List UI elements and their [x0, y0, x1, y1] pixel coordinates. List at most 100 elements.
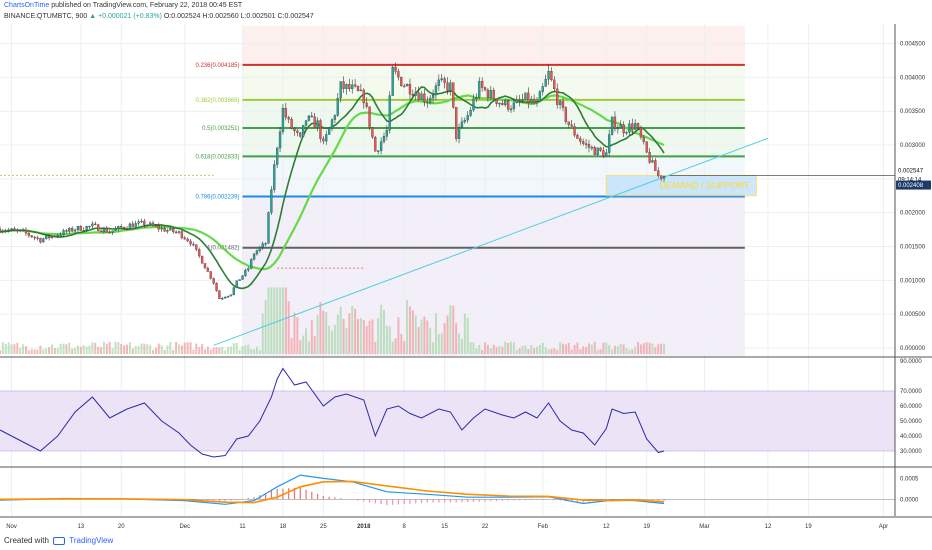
- volume-bar: [573, 344, 576, 354]
- volume-bar: [189, 342, 192, 354]
- volume-bar: [385, 325, 388, 354]
- volume-bar: [322, 310, 325, 354]
- volume-bar: [10, 344, 13, 354]
- candle-body: [261, 243, 264, 248]
- price-tick-label: 0.004500: [900, 42, 926, 48]
- candle-body: [486, 89, 490, 98]
- volume-bar: [79, 346, 82, 354]
- volume-bar: [423, 316, 426, 354]
- volume-bar: [232, 343, 235, 354]
- volume-bar: [313, 336, 316, 354]
- volume-bar: [619, 343, 622, 354]
- rising-trendline: [213, 137, 769, 346]
- candle-body: [0, 228, 2, 233]
- candle-body: [183, 237, 186, 240]
- volume-bar: [613, 345, 616, 354]
- volume-bar: [657, 344, 660, 354]
- candle-body: [515, 99, 518, 103]
- rsi-tick-label: 50.0000: [900, 419, 922, 425]
- price-tick-label: 0.000500: [900, 312, 926, 318]
- volume-bar: [221, 346, 224, 354]
- volume-bar: [105, 343, 108, 354]
- volume-bar: [518, 347, 521, 354]
- candle-body: [437, 79, 440, 86]
- ohlc-values: O:0.002524 H:0.002560 L:0.002501 C:0.002…: [163, 13, 314, 20]
- volume-bar: [463, 313, 466, 354]
- volume-bar: [24, 346, 27, 354]
- volume-bar: [351, 305, 354, 354]
- volume-bar: [114, 341, 117, 354]
- fib-zone: [242, 128, 745, 157]
- candle-body: [27, 232, 31, 236]
- candle-body: [215, 283, 218, 291]
- price-tick-label: 0.001500: [900, 245, 926, 251]
- candle-body: [97, 224, 100, 232]
- candle-body: [19, 229, 22, 232]
- candle-body: [411, 94, 415, 96]
- volume-bar: [97, 346, 100, 354]
- candle-body: [177, 231, 181, 233]
- candle-body: [273, 164, 276, 190]
- candle-body: [287, 117, 290, 120]
- volume-bar: [163, 350, 166, 354]
- candle-body: [91, 223, 94, 227]
- volume-bar: [201, 344, 204, 354]
- countdown-tag-bg: [896, 175, 931, 185]
- candle-body: [596, 147, 599, 156]
- volume-bar: [74, 347, 77, 354]
- volume-bar: [218, 347, 221, 354]
- candle-body: [532, 99, 536, 104]
- volume-bar: [62, 343, 65, 354]
- volume-bar: [293, 312, 296, 354]
- author-link[interactable]: ChartsOnTime: [4, 2, 50, 9]
- candle-body: [114, 228, 117, 231]
- volume-bar: [85, 346, 88, 354]
- volume-bar: [585, 347, 588, 354]
- candle-body: [255, 250, 259, 255]
- candle-body: [151, 222, 155, 226]
- volume-bar: [437, 333, 440, 354]
- volume-bar: [45, 348, 48, 354]
- volume-bar: [100, 347, 103, 354]
- volume-bar: [521, 345, 524, 354]
- tradingview-link[interactable]: TradingView: [69, 536, 114, 545]
- macd-panel: [0, 474, 895, 506]
- volume-bar: [481, 349, 484, 354]
- candle-body: [200, 255, 204, 264]
- candle-body: [122, 227, 126, 229]
- candle-body: [512, 102, 516, 110]
- candle-body: [506, 99, 510, 110]
- volume-layer: [0, 287, 666, 354]
- volume-bar: [68, 342, 71, 354]
- candle-body: [258, 247, 261, 251]
- price-tick-label: 0.004000: [900, 75, 926, 81]
- tradingview-logo-icon: [53, 536, 66, 545]
- candle-body: [62, 230, 65, 236]
- volume-bar: [4, 343, 7, 354]
- volume-bar: [209, 349, 212, 354]
- candle-body: [449, 82, 452, 91]
- volume-bar: [140, 343, 143, 354]
- candle-body: [264, 243, 267, 245]
- volume-bar: [596, 349, 599, 354]
- candle-body: [426, 101, 429, 103]
- volume-bar: [622, 344, 625, 354]
- volume-bar: [152, 350, 155, 354]
- volume-bar: [172, 350, 175, 354]
- candle-body: [206, 268, 210, 272]
- volume-bar: [241, 346, 244, 354]
- candle-body: [209, 271, 212, 279]
- last-price-tag-bg: [896, 166, 931, 176]
- volume-bar: [533, 348, 536, 354]
- symbol-label[interactable]: BINANCE:QTUMBTC, 900: [4, 13, 88, 20]
- volume-bar: [394, 338, 397, 354]
- candle-body: [408, 84, 412, 95]
- time-tick-label: Mar: [699, 524, 709, 530]
- volume-bar: [553, 348, 556, 354]
- volume-bar: [567, 342, 570, 354]
- volume-bar: [495, 347, 498, 354]
- candle-body: [68, 227, 71, 232]
- price-tick-label: 0.001000: [900, 278, 926, 284]
- candle-body: [53, 235, 57, 238]
